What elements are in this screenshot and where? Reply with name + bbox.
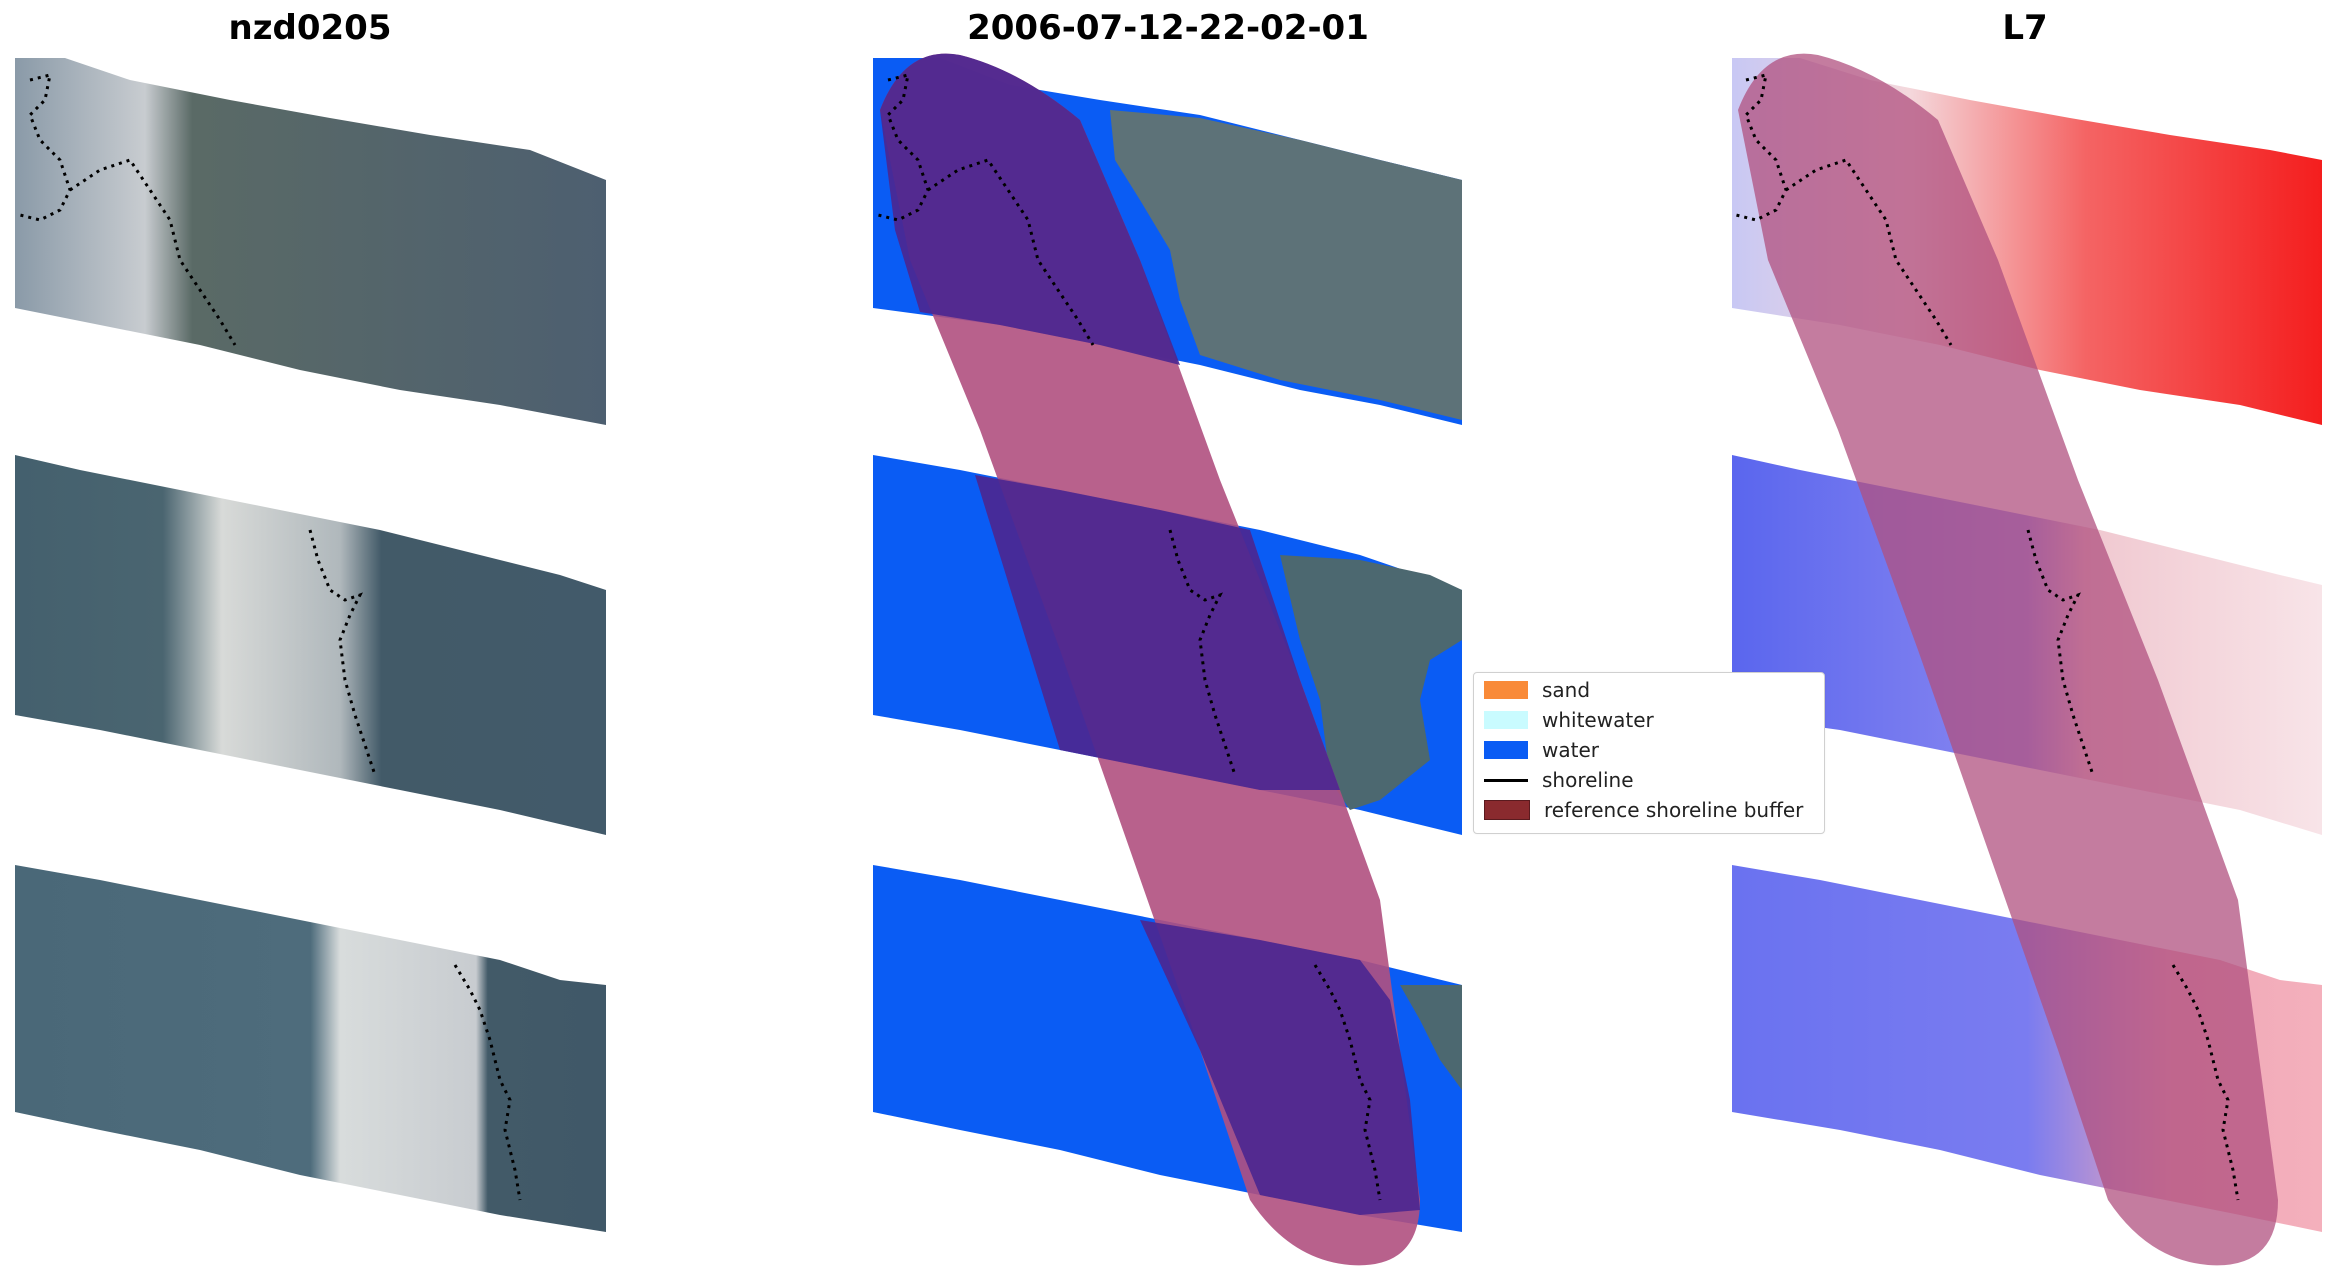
legend-label-water: water xyxy=(1542,738,1599,762)
reference-shoreline-buffer-index xyxy=(1738,53,2278,1266)
rgb-strip-middle xyxy=(15,455,606,835)
buffer-overlap-top xyxy=(880,53,1180,366)
legend-item-water: water xyxy=(1484,737,1599,763)
legend-item-whitewater: whitewater xyxy=(1484,707,1654,733)
shoreline-index-top xyxy=(1735,72,1953,346)
buffer-overlap-bottom xyxy=(1140,920,1420,1215)
index-panel xyxy=(1732,53,2322,1266)
rgb-strip-bottom xyxy=(15,865,606,1232)
classified-panel xyxy=(873,53,1462,1266)
legend-swatch-whitewater xyxy=(1484,711,1528,729)
buffer-overlap-middle xyxy=(975,475,1340,790)
legend-swatch-reference-buffer xyxy=(1484,800,1530,820)
rgb-image-panel xyxy=(15,58,606,1232)
legend-item-reference-buffer: reference shoreline buffer xyxy=(1484,797,1803,823)
shoreline-index-middle xyxy=(2026,529,2095,776)
legend-swatch-sand xyxy=(1484,681,1528,699)
legend-item-sand: sand xyxy=(1484,677,1590,703)
shoreline-classified-bottom xyxy=(1313,964,1382,1201)
land-middle xyxy=(1280,555,1462,810)
rgb-strip-top xyxy=(15,58,606,425)
shoreline-index-bottom xyxy=(2171,964,2240,1201)
land-top xyxy=(1110,110,1462,420)
legend-label-reference-buffer: reference shoreline buffer xyxy=(1544,798,1804,822)
legend: sand whitewater water shoreline referenc… xyxy=(1473,672,1825,834)
panel-title-classified: 2006-07-12-22-02-01 xyxy=(967,8,1369,48)
shoreline-rgb-top xyxy=(19,72,237,346)
land-bottom xyxy=(1400,985,1462,1090)
shoreline-rgb-bottom xyxy=(453,964,522,1201)
shoreline-classified-top xyxy=(877,72,1095,346)
shoreline-classified-middle xyxy=(1168,529,1237,776)
shoreline-rgb-middle xyxy=(308,529,377,776)
panel-title-rgb: nzd0205 xyxy=(228,8,392,48)
legend-label-whitewater: whitewater xyxy=(1542,708,1654,732)
legend-item-shoreline: shoreline xyxy=(1484,767,1634,793)
panel-title-index: L7 xyxy=(2002,8,2048,48)
legend-swatch-shoreline xyxy=(1484,778,1528,782)
legend-swatch-water xyxy=(1484,741,1528,759)
legend-label-shoreline: shoreline xyxy=(1542,768,1634,792)
legend-label-sand: sand xyxy=(1542,678,1591,702)
